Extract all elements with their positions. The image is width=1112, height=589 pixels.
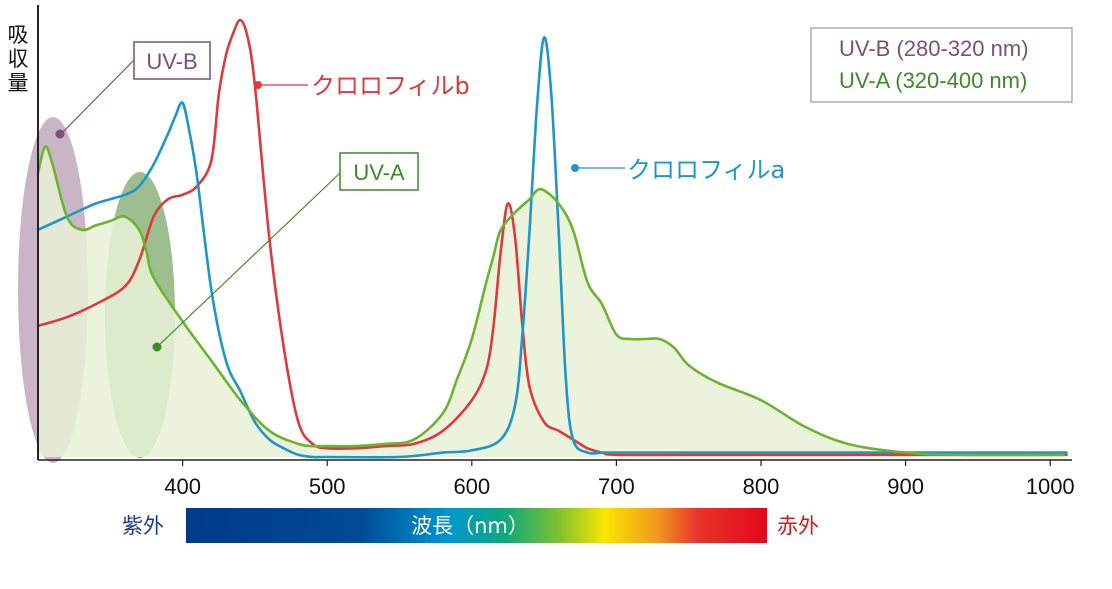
infrared-label: 赤外 [777, 514, 819, 538]
legend-uvb: UV-B (280-320 nm) [839, 36, 1029, 61]
legend-uva: UV-A (320-400 nm) [839, 68, 1027, 93]
uvb-label: UV-B [146, 49, 197, 74]
chlorophyll-b-label: クロロフィルb [311, 72, 470, 100]
x-tick-label: 1000 [1026, 474, 1075, 499]
uva-callout-line [156, 172, 341, 348]
chlorophyll-b-dot [254, 81, 262, 89]
spectrum-bar-title: 波長（nm） [411, 514, 529, 538]
uvb-callout-dot [55, 129, 65, 139]
x-tick-label: 800 [743, 474, 780, 499]
x-tick-label: 500 [309, 474, 346, 499]
y-axis-label: 吸収量 [8, 23, 29, 95]
uv-area-fill [38, 146, 1065, 457]
chlorophyll-a-label: クロロフィルa [627, 156, 785, 184]
uva-callout-dot [152, 342, 162, 352]
legend-box [810, 27, 1073, 103]
x-tick-label: 900 [887, 474, 924, 499]
x-tick-label: 700 [598, 474, 635, 499]
uva-label-box [339, 152, 419, 191]
x-tick-label: 600 [453, 474, 490, 499]
x-tick-label: 400 [164, 474, 201, 499]
uvb-label-box [133, 41, 211, 80]
chlorophyll-b-curve [37, 18, 1068, 457]
uva-label: UV-A [353, 160, 405, 185]
uvb-callout-line [59, 59, 135, 136]
chlorophyll-a-dot [571, 164, 579, 172]
ultraviolet-label: 紫外 [122, 514, 164, 538]
chlorophyll-a-curve [37, 36, 1068, 459]
uv-curve [36, 145, 1065, 457]
spectrum-bar [186, 508, 767, 543]
